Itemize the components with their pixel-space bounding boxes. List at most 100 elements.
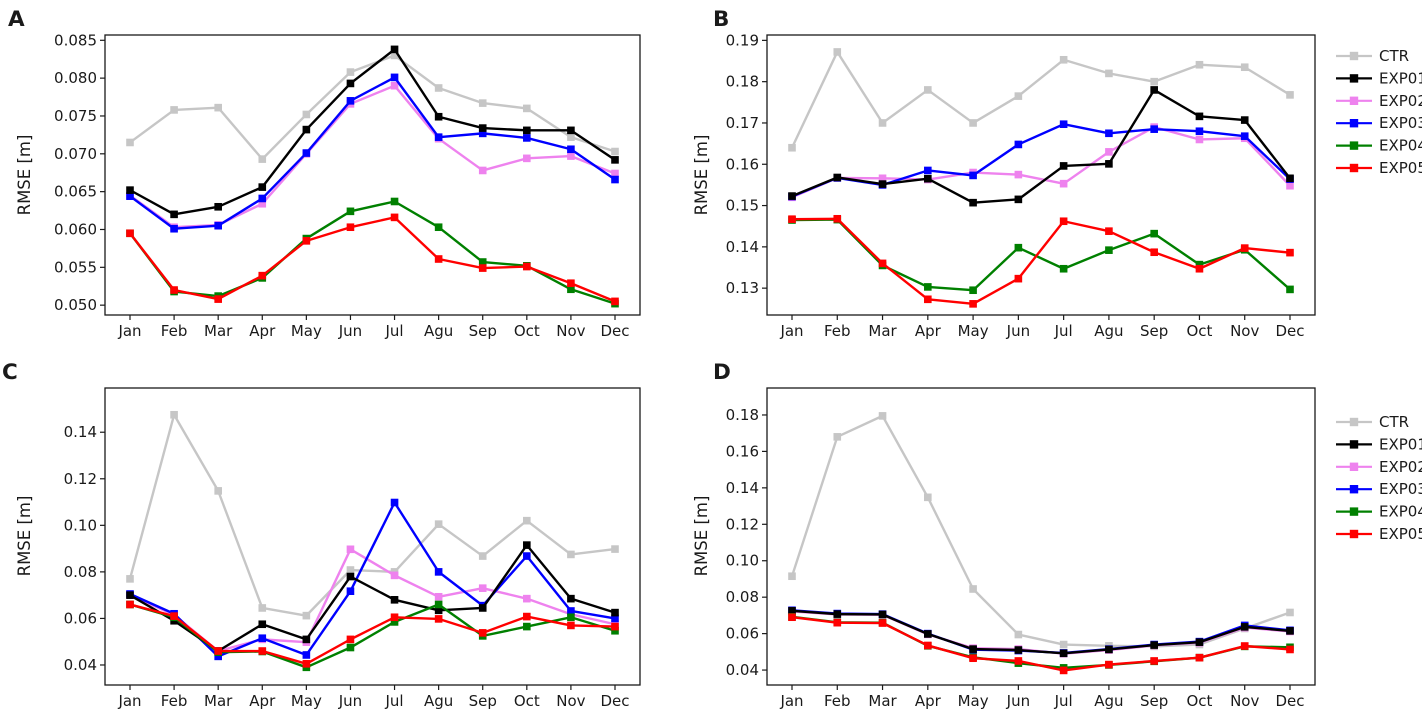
data-point-marker [1150, 86, 1158, 94]
data-point-marker [924, 641, 932, 650]
x-tick-label: Oct [514, 322, 540, 340]
data-point-marker [390, 618, 399, 626]
x-tick-label: Mar [204, 692, 233, 710]
y-tick-label: 0.055 [54, 258, 97, 276]
x-tick-label: Feb [824, 322, 851, 340]
y-tick-label: 0.18 [726, 73, 759, 91]
data-point-marker [434, 600, 443, 609]
data-point-marker [434, 84, 443, 92]
data-point-marker [126, 138, 134, 147]
data-point-marker [434, 568, 443, 576]
legend-swatch-marker [1349, 529, 1359, 539]
legend-item-EXP05: EXP05 [1336, 159, 1422, 177]
y-tick-label: 0.08 [726, 588, 759, 606]
data-point-marker [878, 259, 887, 268]
series-line [129, 501, 616, 658]
legend-label: EXP04 [1379, 503, 1422, 521]
data-point-marker [1014, 170, 1023, 179]
x-tick-label: Dec [1275, 692, 1304, 710]
y-tick-label: 0.10 [726, 552, 759, 570]
data-point-marker [523, 612, 531, 621]
data-point-marker [258, 199, 267, 208]
data-point-marker [523, 516, 531, 525]
x-tick-label: May [291, 322, 322, 340]
data-point-marker [478, 258, 487, 266]
data-point-marker [390, 73, 399, 82]
data-point-marker [126, 591, 134, 599]
data-point-marker [390, 596, 399, 604]
data-point-marker [611, 626, 619, 635]
legend-label: EXP05 [1379, 525, 1422, 543]
data-point-marker [833, 618, 842, 627]
series-line [791, 610, 1291, 655]
data-point-marker [434, 112, 443, 121]
legend-item-EXP02: EXP02 [1336, 92, 1422, 110]
legend-label: EXP02 [1379, 92, 1422, 110]
panel-C: C RMSE [m] 0.04 0.06 0.08 0.10 0.12 0.14 Jan Feb M… [2, 360, 641, 710]
y-tick-label: 0.085 [54, 31, 97, 49]
x-tick-label: Apr [915, 322, 942, 340]
y-tick-label: 0.065 [54, 183, 97, 201]
data-point-marker [170, 612, 178, 620]
data-point-marker [611, 297, 619, 306]
x-tick-label: Agu [424, 322, 453, 340]
data-point-marker [878, 619, 887, 627]
x-tick-label: Sep [469, 322, 497, 340]
plot-frame-B [766, 34, 1316, 316]
data-point-marker [969, 119, 977, 127]
y-tick-label: 0.14 [726, 238, 759, 256]
data-point-marker [1014, 646, 1023, 654]
x-tick-label: Agu [1094, 692, 1123, 710]
data-point-marker [788, 572, 796, 581]
data-point-marker [924, 174, 932, 183]
data-point-marker [390, 498, 399, 507]
data-point-marker [302, 149, 311, 157]
y-tick-label: 0.14 [726, 479, 759, 497]
legend-item-EXP01: EXP01 [1336, 435, 1422, 453]
data-point-marker [346, 207, 355, 216]
data-point-marker [1195, 135, 1204, 144]
data-point-marker [969, 198, 977, 207]
y-axis-label-C: RMSE [m] [15, 496, 34, 577]
data-point-marker [478, 552, 487, 560]
data-point-marker [567, 126, 575, 135]
data-point-marker [434, 520, 443, 528]
data-point-marker [434, 223, 443, 232]
data-point-marker [434, 615, 443, 623]
panel-D: D RMSE [m] 0.04 0.06 0.08 0.10 0.12 0.14 0.16 0.1… [692, 360, 1422, 710]
y-tick-label: 0.08 [64, 563, 97, 581]
data-point-marker [833, 214, 842, 223]
plot-frame-A [104, 34, 641, 316]
x-tick-label: Jul [384, 322, 403, 340]
x-tick-label: Jul [1054, 692, 1073, 710]
data-point-marker [878, 119, 887, 127]
data-point-marker [1286, 174, 1294, 183]
series-line [790, 50, 1291, 149]
data-point-marker [302, 237, 311, 245]
y-axis-A: 0.050 0.055 0.060 0.065 0.070 0.075 0.080 0.085 [54, 31, 105, 314]
legend-swatch-marker [1349, 507, 1359, 516]
legend-swatch-marker [1349, 462, 1359, 471]
y-tick-label: 0.060 [54, 220, 97, 238]
data-point-marker [346, 635, 355, 644]
series-line [791, 616, 1291, 672]
data-point-marker [390, 197, 399, 206]
y-tick-label: 0.14 [64, 423, 97, 441]
data-point-marker [1059, 217, 1068, 226]
data-point-marker [478, 604, 487, 612]
series-EXP05-B [788, 214, 1294, 308]
data-point-marker [1150, 229, 1158, 238]
y-tick-label: 0.15 [726, 197, 759, 215]
data-point-marker [1059, 640, 1068, 649]
data-point-marker [390, 613, 399, 622]
y-tick-label: 0.13 [726, 279, 759, 297]
x-tick-label: Apr [915, 692, 942, 710]
data-point-marker [1195, 127, 1204, 136]
y-axis-C: 0.04 0.06 0.08 0.10 0.12 0.14 [64, 423, 105, 674]
data-point-marker [523, 552, 531, 560]
data-point-marker [567, 621, 575, 630]
x-tick-label: May [958, 322, 989, 340]
data-point-marker [1240, 642, 1249, 650]
data-point-marker [1105, 160, 1113, 168]
data-point-marker [833, 48, 842, 56]
